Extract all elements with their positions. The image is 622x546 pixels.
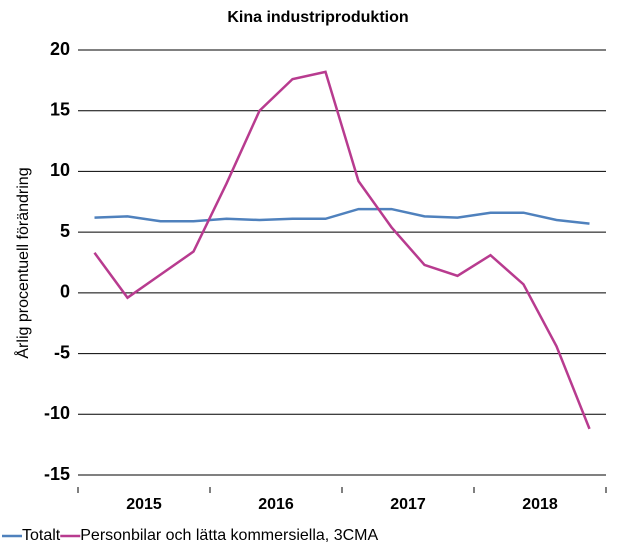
legend-label: Personbilar och lätta kommersiella, 3CMA xyxy=(80,527,378,544)
x-tick-label: 2017 xyxy=(390,496,426,513)
x-tick-label: 2016 xyxy=(258,496,294,513)
y-tick-label: 10 xyxy=(50,160,70,180)
x-tick-label: 2018 xyxy=(522,496,558,513)
legend-label: Totalt xyxy=(22,527,61,544)
y-tick-label: 20 xyxy=(50,39,70,59)
y-tick-label: 0 xyxy=(60,282,70,302)
y-axis-label: Årlig procentuell förändring xyxy=(13,167,32,358)
series-line xyxy=(93,70,591,430)
x-tick-label: 2015 xyxy=(126,496,162,513)
series-line xyxy=(94,207,590,225)
y-tick-label: -5 xyxy=(54,342,70,362)
y-tick-label: 15 xyxy=(50,99,70,119)
chart-title: Kina industriproduktion xyxy=(227,9,408,26)
y-tick-label: -15 xyxy=(44,464,70,484)
y-tick-label: 5 xyxy=(60,221,70,241)
y-tick-label: -10 xyxy=(44,403,70,423)
